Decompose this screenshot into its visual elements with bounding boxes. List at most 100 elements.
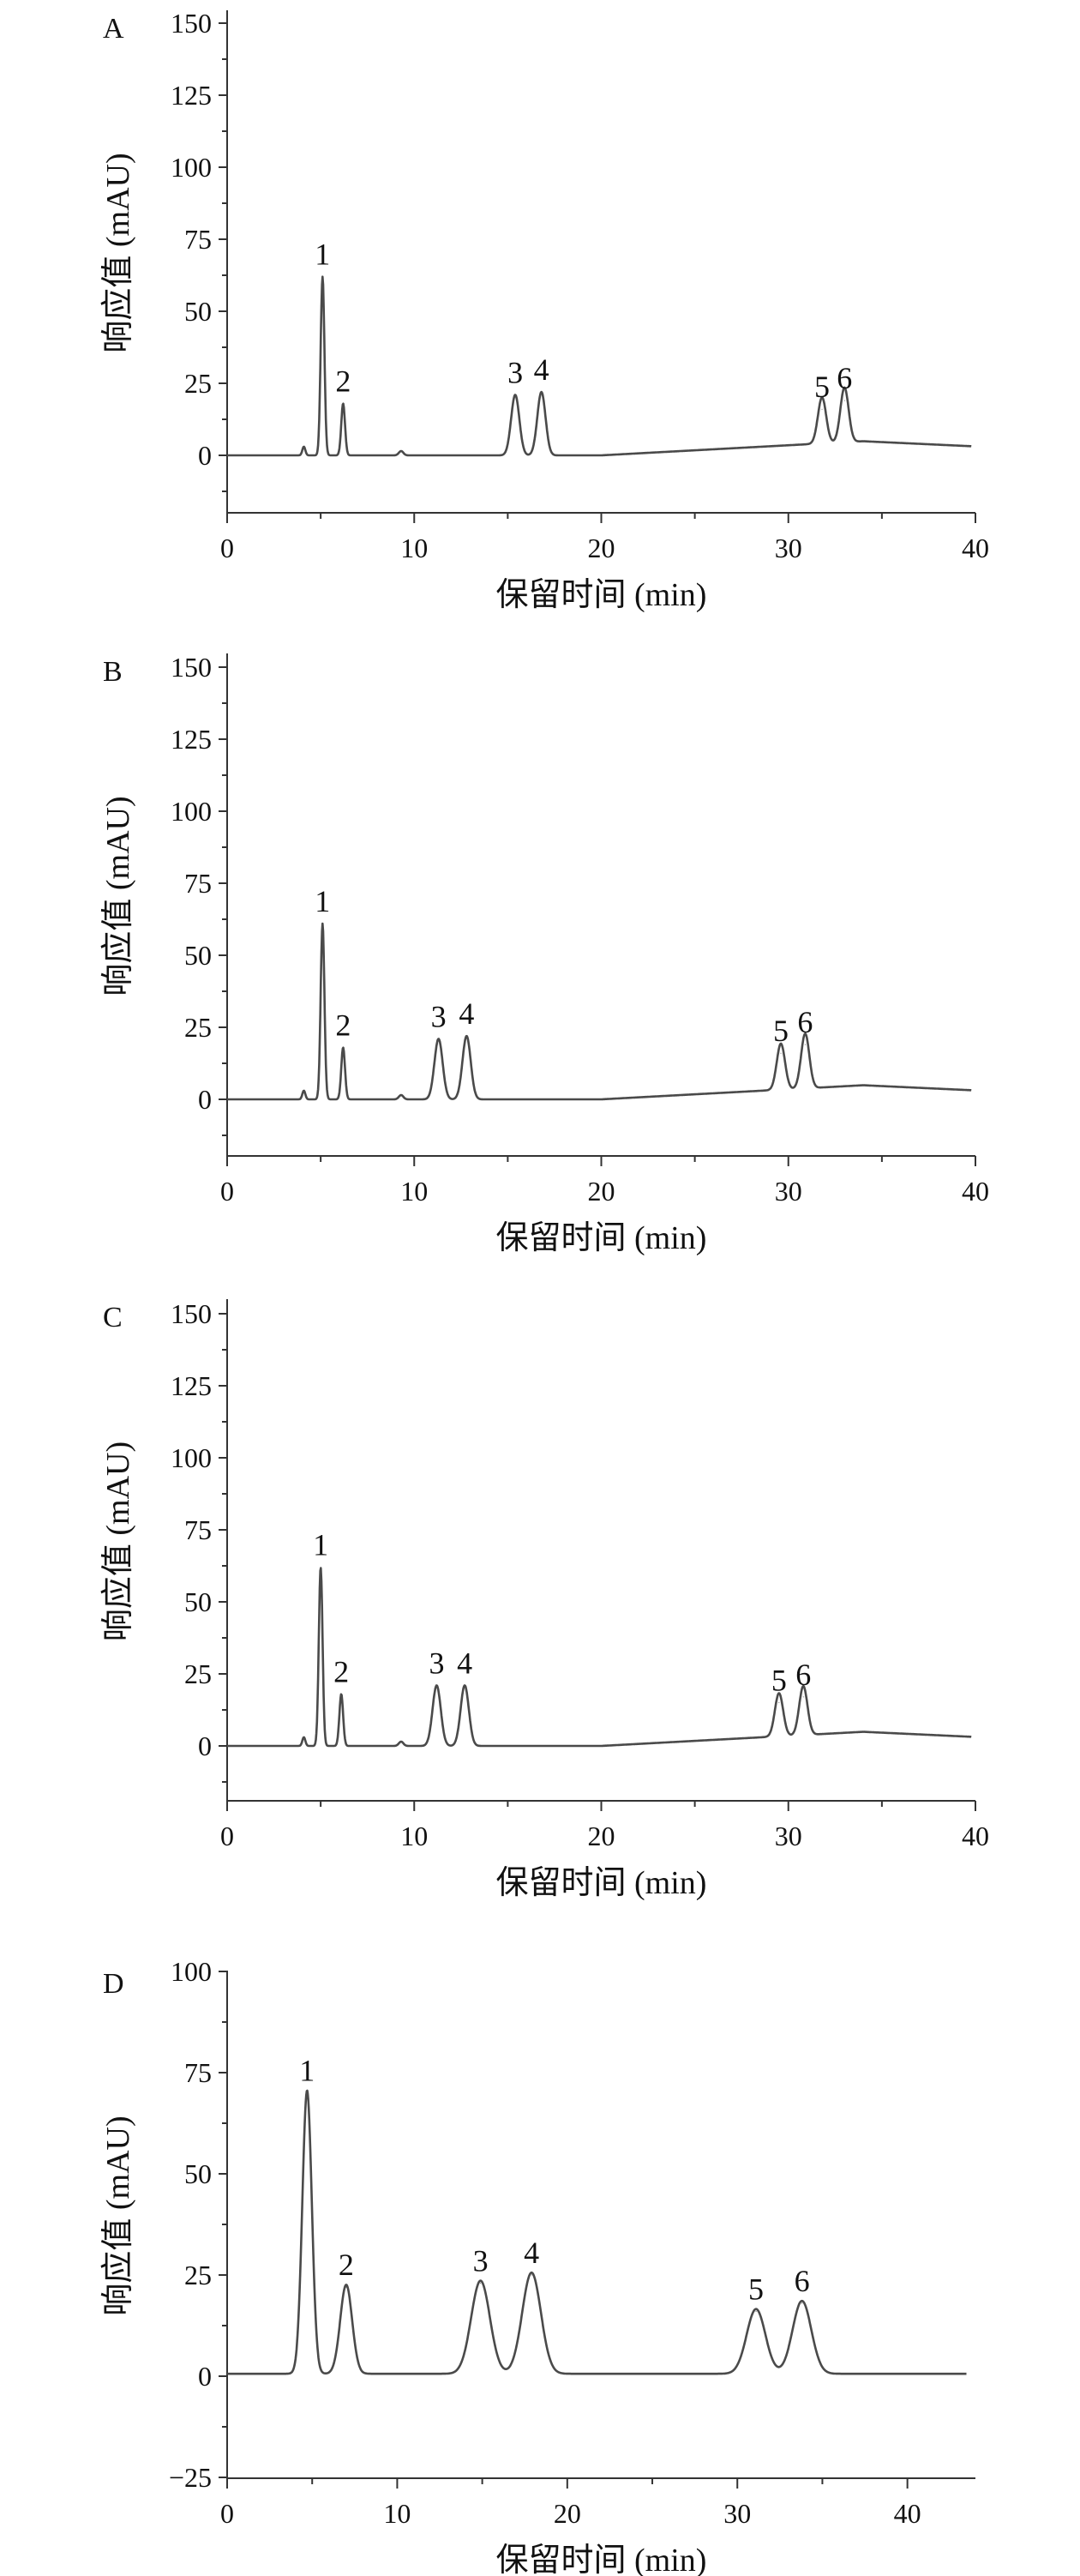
peak-5 bbox=[780, 1052, 782, 1054]
x-tick-label: 10 bbox=[400, 1821, 428, 1851]
chromatogram-trace bbox=[226, 275, 972, 457]
peak-label: 5 bbox=[773, 1014, 789, 1048]
y-tick-label: 100 bbox=[171, 1956, 212, 1987]
peak-label: 3 bbox=[429, 1646, 444, 1680]
x-tick-label: 0 bbox=[220, 1821, 234, 1851]
y-tick-label: 75 bbox=[184, 2057, 212, 2088]
y-tick-label: 0 bbox=[198, 1730, 212, 1761]
x-tick-label: 10 bbox=[383, 2498, 411, 2529]
y-tick-label: 150 bbox=[171, 1298, 212, 1329]
x-tick-label: 10 bbox=[400, 533, 428, 563]
y-tick-label: −25 bbox=[169, 2462, 212, 2493]
y-axis-title: 响应值 (mAU) bbox=[100, 153, 136, 352]
x-axis-title: 保留时间 (min) bbox=[496, 577, 707, 613]
x-tick-label: 30 bbox=[775, 1176, 802, 1207]
peak-6 bbox=[804, 1044, 806, 1045]
peak-1 bbox=[321, 276, 323, 278]
x-tick-label: 30 bbox=[723, 2498, 751, 2529]
x-tick-label: 40 bbox=[962, 533, 989, 563]
peak-label: 5 bbox=[771, 1664, 787, 1698]
peak-5 bbox=[778, 1702, 780, 1704]
y-tick-label: 75 bbox=[184, 1514, 212, 1545]
y-tick-label: 100 bbox=[171, 1442, 212, 1473]
peak-label: 3 bbox=[473, 2243, 489, 2278]
peak-3 bbox=[514, 394, 516, 395]
peak-5 bbox=[821, 408, 823, 410]
y-tick-label: 125 bbox=[171, 80, 212, 111]
y-tick-label: 0 bbox=[198, 440, 212, 471]
panel-letter: B bbox=[103, 656, 123, 688]
peak-label: 1 bbox=[299, 2054, 315, 2088]
peak-3 bbox=[438, 1038, 440, 1039]
y-tick-label: 25 bbox=[184, 2260, 212, 2290]
y-tick-label: 100 bbox=[171, 152, 212, 183]
x-axis-title: 保留时间 (min) bbox=[496, 1865, 707, 1901]
x-axis-title: 保留时间 (min) bbox=[496, 2543, 707, 2576]
x-tick-label: 10 bbox=[400, 1176, 428, 1207]
peak-2 bbox=[342, 403, 344, 405]
peak-3 bbox=[480, 2282, 482, 2284]
x-tick-label: 40 bbox=[962, 1821, 989, 1851]
x-tick-label: 20 bbox=[554, 2498, 581, 2529]
y-axis-title: 响应值 (mAU) bbox=[100, 1441, 136, 1641]
peak-4 bbox=[541, 391, 543, 393]
y-tick-label: 50 bbox=[184, 296, 212, 327]
peak-label: 2 bbox=[335, 364, 351, 399]
peak-label: 1 bbox=[315, 238, 330, 272]
y-tick-label: 25 bbox=[184, 1658, 212, 1689]
peak-label: 4 bbox=[459, 996, 474, 1031]
y-tick-label: 25 bbox=[184, 1012, 212, 1043]
peak-label: 1 bbox=[315, 884, 330, 918]
peak-label: 6 bbox=[797, 1005, 813, 1039]
peak-label: 6 bbox=[795, 2264, 810, 2298]
peak-3 bbox=[435, 1684, 437, 1686]
x-tick-label: 0 bbox=[220, 533, 234, 563]
peak-label: 1 bbox=[313, 1528, 328, 1562]
x-tick-label: 20 bbox=[588, 1821, 615, 1851]
y-tick-label: 50 bbox=[184, 2158, 212, 2189]
peak-6 bbox=[843, 400, 845, 401]
x-tick-label: 0 bbox=[220, 1176, 234, 1207]
x-tick-label: 30 bbox=[775, 1821, 802, 1851]
x-tick-label: 20 bbox=[588, 1176, 615, 1207]
y-tick-label: 100 bbox=[171, 796, 212, 827]
y-tick-label: 50 bbox=[184, 940, 212, 971]
y-tick-label: 75 bbox=[184, 224, 212, 255]
peak-label: 2 bbox=[333, 1655, 349, 1689]
panel-letter: C bbox=[103, 1302, 123, 1333]
peak-2 bbox=[342, 1047, 344, 1049]
y-tick-label: 0 bbox=[198, 2361, 212, 2392]
peak-label: 3 bbox=[507, 355, 523, 389]
chromatogram-trace bbox=[226, 922, 972, 1101]
peak-6 bbox=[802, 1696, 804, 1698]
chromatogram-trace bbox=[226, 1567, 972, 1748]
peak-6 bbox=[801, 2302, 803, 2304]
panel-letter: A bbox=[103, 13, 124, 45]
y-tick-label: 150 bbox=[171, 652, 212, 683]
peak-4 bbox=[465, 1035, 467, 1037]
y-axis-title: 响应值 (mAU) bbox=[100, 2116, 136, 2315]
y-axis-title: 响应值 (mAU) bbox=[100, 796, 136, 996]
peak-label: 4 bbox=[534, 352, 549, 387]
y-tick-label: 0 bbox=[198, 1084, 212, 1115]
y-tick-label: 150 bbox=[171, 8, 212, 39]
peak-label: 5 bbox=[814, 370, 830, 404]
x-tick-label: 20 bbox=[588, 533, 615, 563]
y-tick-label: 75 bbox=[184, 868, 212, 899]
peak-label: 6 bbox=[837, 361, 852, 395]
peak-4 bbox=[531, 2274, 532, 2276]
peak-label: 2 bbox=[339, 2248, 354, 2282]
x-tick-label: 40 bbox=[962, 1176, 989, 1207]
y-tick-label: 50 bbox=[184, 1586, 212, 1617]
panel-letter: D bbox=[103, 1968, 124, 2000]
x-tick-label: 40 bbox=[894, 2498, 921, 2529]
peak-label: 4 bbox=[524, 2236, 539, 2270]
y-tick-label: 125 bbox=[171, 1370, 212, 1401]
x-tick-label: 30 bbox=[775, 533, 802, 563]
peak-label: 4 bbox=[457, 1646, 472, 1680]
peak-1 bbox=[306, 2092, 308, 2094]
x-axis-title: 保留时间 (min) bbox=[496, 1220, 707, 1256]
